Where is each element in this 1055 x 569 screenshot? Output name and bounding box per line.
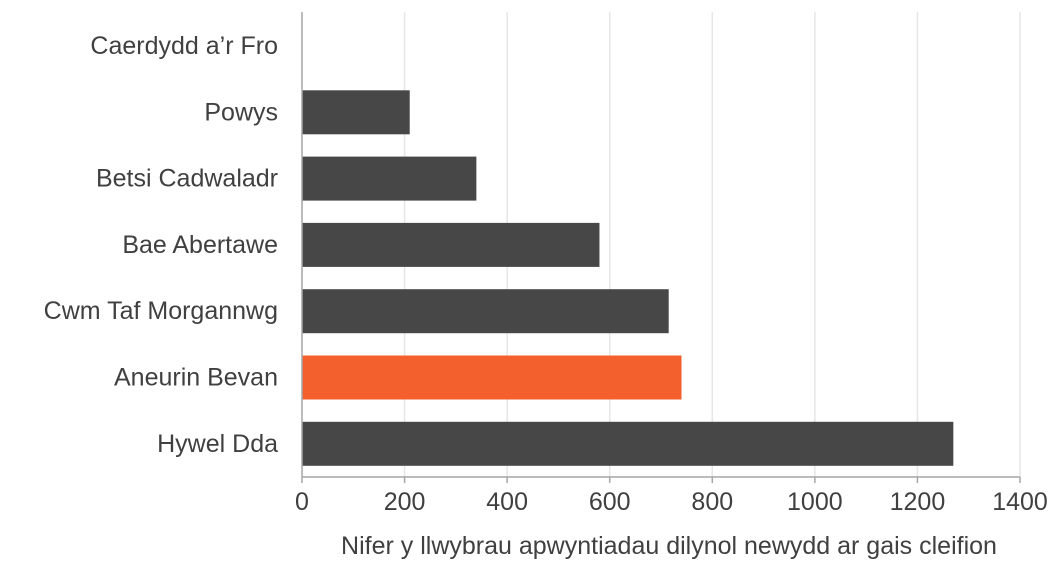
x-tick-label-0: 0 xyxy=(295,488,309,516)
category-label-6: Hywel Dda xyxy=(157,430,278,458)
category-label-5: Aneurin Bevan xyxy=(114,364,278,392)
x-tick-label-4: 800 xyxy=(691,488,733,516)
x-tick-label-2: 400 xyxy=(486,488,528,516)
category-label-0: Caerdydd a’r Fro xyxy=(90,32,278,60)
grid-lines xyxy=(403,12,1021,477)
bar-4 xyxy=(302,289,669,334)
x-tick-label-7: 1400 xyxy=(992,488,1048,516)
bar-2 xyxy=(302,156,477,201)
x-tick-label-1: 200 xyxy=(384,488,426,516)
x-tick-label-3: 600 xyxy=(589,488,631,516)
bar-1 xyxy=(302,90,410,135)
x-tick-label-5: 1000 xyxy=(787,488,843,516)
bar-3 xyxy=(302,222,600,267)
axes xyxy=(301,12,1020,478)
category-labels: Caerdydd a’r Fro Powys Betsi Cadwaladr Bae … xyxy=(44,32,278,458)
category-label-2: Betsi Cadwaladr xyxy=(96,165,278,193)
x-tick-labels: 0 200 400 600 800 1000 1200 1400 xyxy=(295,477,1048,516)
bar-5 xyxy=(302,355,682,400)
bars xyxy=(302,90,954,466)
x-tick-label-6: 1200 xyxy=(890,488,946,516)
category-label-4: Cwm Taf Morgannwg xyxy=(44,297,278,325)
bar-6 xyxy=(302,421,954,466)
x-axis-title: Nifer y llwybrau apwyntiadau dilynol new… xyxy=(341,532,997,560)
category-label-1: Powys xyxy=(204,98,278,126)
category-label-3: Bae Abertawe xyxy=(122,231,278,259)
